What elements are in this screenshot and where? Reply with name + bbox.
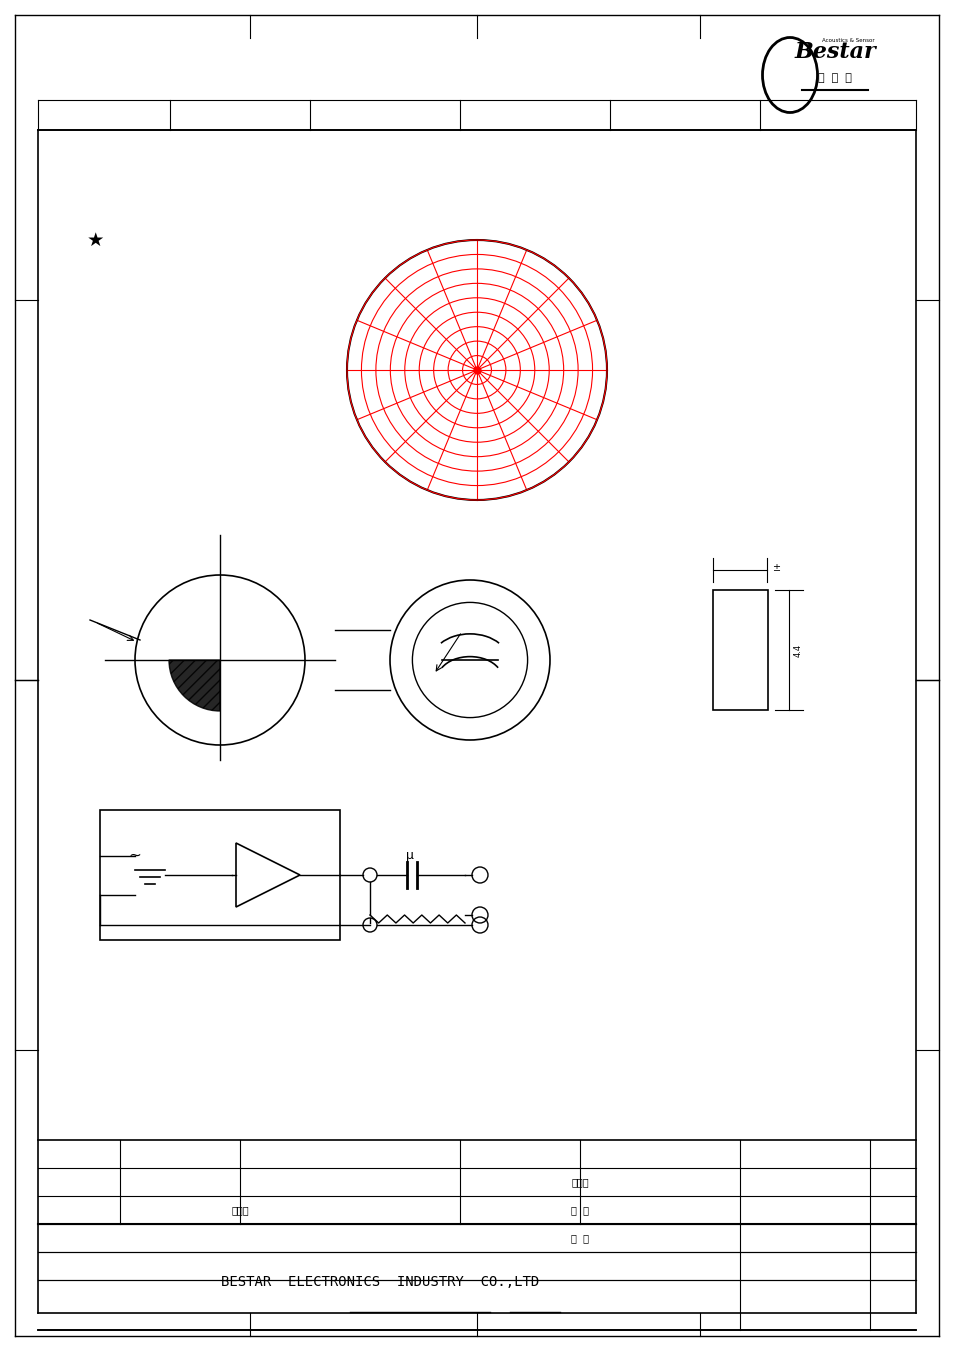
Text: Bestar: Bestar	[793, 41, 875, 63]
Bar	[100, 811, 339, 940]
Wedge shape	[169, 661, 220, 711]
Text: μ: μ	[406, 848, 414, 862]
Text: 徐  波: 徐 波	[571, 1205, 588, 1215]
Text: 4.4: 4.4	[793, 643, 802, 657]
Text: ★: ★	[86, 231, 104, 250]
Text: 王婵婵: 王婵婵	[231, 1205, 249, 1215]
Text: 王  平: 王 平	[571, 1233, 588, 1243]
Text: 王婵婵: 王婵婵	[571, 1177, 588, 1188]
Bar	[712, 590, 767, 711]
Text: ~: ~	[129, 847, 141, 862]
Text: 貝  士  達: 貝 士 達	[818, 73, 851, 82]
Text: BESTAR  ELECTRONICS  INDUSTRY  CO.,LTD: BESTAR ELECTRONICS INDUSTRY CO.,LTD	[221, 1275, 538, 1289]
Text: ±: ±	[771, 563, 780, 573]
Text: Acoustics & Sensor: Acoustics & Sensor	[821, 38, 873, 42]
